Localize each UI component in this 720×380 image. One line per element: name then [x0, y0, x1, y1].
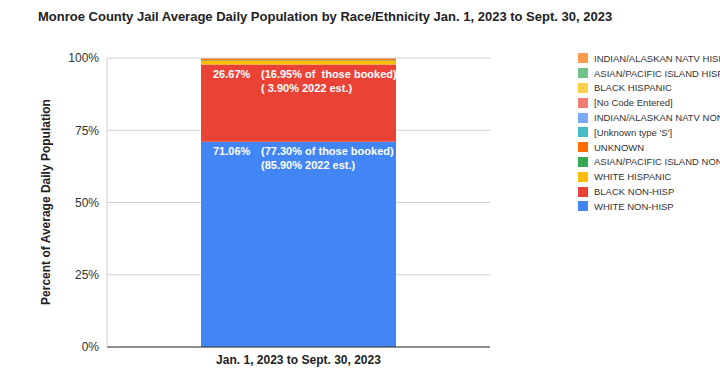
html-text:[No Code Entered]: [No Code Entered] [594, 97, 673, 109]
svg-text:25%: 25% [75, 268, 99, 282]
svg-text:Jan. 1, 2023 to Sept. 30, 2023: Jan. 1, 2023 to Sept. 30, 2023 [216, 353, 381, 367]
html-text:[Unknown type 'S']: [Unknown type 'S'] [594, 126, 673, 138]
svg-text:100%: 100% [68, 51, 99, 65]
html-text:UNKNOWN: UNKNOWN [594, 141, 645, 153]
svg-text:0%: 0% [82, 340, 100, 354]
html-text:WHITE NON-HISP: WHITE NON-HISP [594, 200, 674, 212]
svg-text:26.67%(16.95% of those booked: 26.67%(16.95% of those booked) [213, 68, 397, 80]
svg-text:(85.90% 2022 est.): (85.90% 2022 est.) [261, 159, 356, 171]
html-text:Monroe County Jail Average Dai: Monroe County Jail Average Daily Populat… [38, 9, 613, 24]
html-text:BLACK NON-HISP: BLACK NON-HISP [594, 186, 675, 198]
html-text:BLACK HISPANIC: BLACK HISPANIC [594, 82, 672, 94]
html-text:Percent of Average Daily Popul: Percent of Average Daily Population [39, 99, 53, 305]
svg-text:50%: 50% [75, 196, 99, 210]
svg-text:75%: 75% [75, 124, 99, 138]
html-text:WHITE HISPANIC: WHITE HISPANIC [594, 171, 672, 183]
svg-text:( 3.90% 2022 est.): ( 3.90% 2022 est.) [261, 82, 352, 94]
svg-text:71.06%(77.30% of those booked): 71.06%(77.30% of those booked) [213, 145, 394, 157]
